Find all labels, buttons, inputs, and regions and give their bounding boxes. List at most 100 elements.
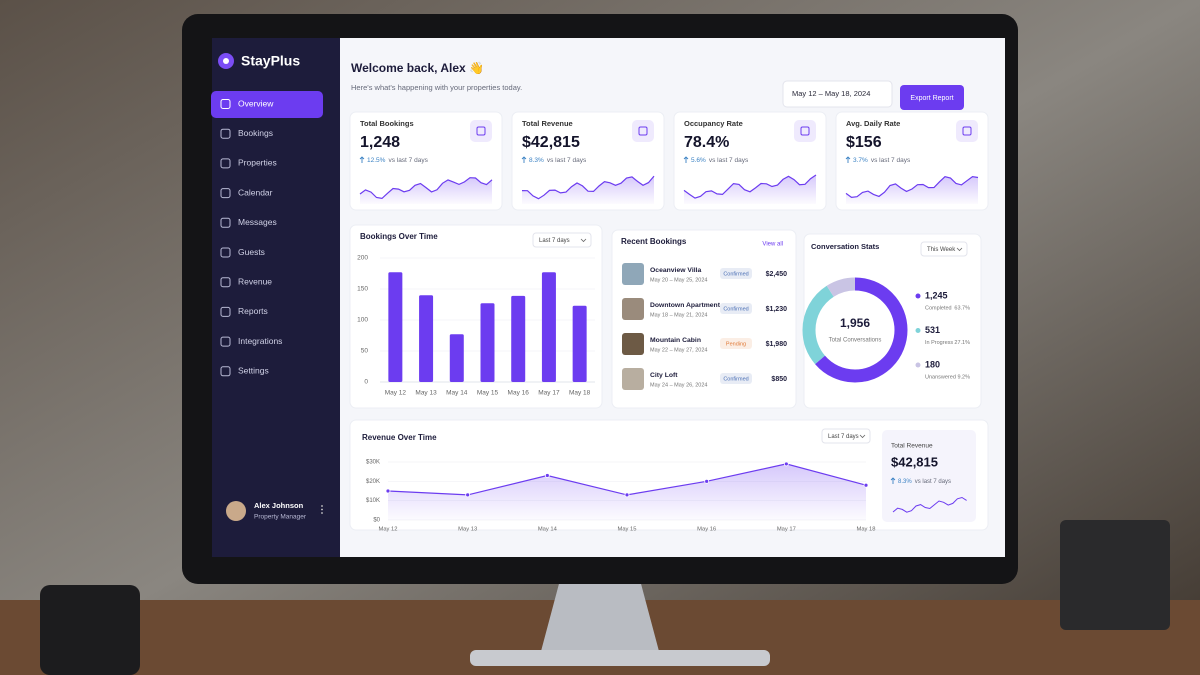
- revenue-area: [388, 463, 866, 520]
- property-name[interactable]: City Loft: [650, 372, 678, 379]
- nav-item[interactable]: Integrations: [238, 336, 282, 346]
- revenue-point: [783, 461, 789, 467]
- booking-dates: May 20 – May 25, 2024: [650, 277, 707, 283]
- kpi-label: Total Revenue: [522, 119, 573, 128]
- up-arrow: [359, 156, 365, 163]
- x-tick-label: May 13: [458, 527, 477, 533]
- filter-dropdown[interactable]: [920, 241, 968, 257]
- kpi-icon: [638, 126, 648, 136]
- sparkline: [845, 175, 979, 199]
- revenue-point: [704, 478, 710, 484]
- summary-value: $42,815: [891, 454, 938, 469]
- export-button[interactable]: [900, 85, 964, 110]
- property-name[interactable]: Downtown Apartment: [650, 302, 721, 309]
- x-tick-label: May 16: [508, 390, 530, 397]
- up-arrow: [845, 156, 851, 163]
- x-tick-label: May 15: [477, 390, 499, 397]
- revenue-point: [863, 482, 869, 488]
- summary-sparkline: [892, 496, 967, 513]
- export-label[interactable]: Export Report: [910, 95, 953, 102]
- kpi-change-line: 12.5% vs last 7 days: [367, 157, 429, 164]
- legend-share: 63.7%: [954, 305, 970, 311]
- kpi-label: Total Bookings: [360, 119, 414, 128]
- date-range-box[interactable]: [782, 80, 893, 108]
- monitor-stand: [540, 580, 660, 655]
- up-arrow: [683, 156, 689, 163]
- nav-active[interactable]: [211, 91, 323, 118]
- nav-icon: [220, 336, 231, 347]
- recent-bookings-card: [611, 229, 797, 409]
- nav-item[interactable]: Guests: [238, 247, 265, 257]
- revenue-point: [465, 492, 471, 498]
- logo-dot: [223, 58, 229, 64]
- bar: [511, 295, 526, 382]
- kpi-note: vs last 7 days: [388, 157, 428, 164]
- status-pill: [720, 338, 752, 349]
- nav-item[interactable]: Bookings: [238, 128, 273, 138]
- nav-item[interactable]: Properties: [238, 158, 277, 168]
- sparkline-area: [684, 175, 816, 204]
- donut-total: 1,956: [840, 316, 870, 330]
- property-name[interactable]: Mountain Cabin: [650, 337, 701, 344]
- booking-dates: May 22 – May 27, 2024: [650, 347, 707, 353]
- menu-dot[interactable]: [321, 512, 323, 514]
- legend-share: 9.2%: [957, 374, 970, 380]
- kpi-value: 78.4%: [684, 134, 729, 151]
- stand-base: [470, 650, 770, 666]
- y-tick-label: $10K: [366, 498, 380, 504]
- nav-item[interactable]: Revenue: [238, 276, 272, 286]
- kpi-value: 1,248: [360, 134, 400, 151]
- summary-change: 8.3%: [898, 479, 912, 485]
- nav-item[interactable]: Settings: [238, 366, 269, 376]
- property-thumb: [622, 333, 644, 355]
- y-tick-label: 200: [357, 255, 368, 262]
- page-subtitle: Here's what's happening with your proper…: [351, 83, 522, 92]
- x-tick-label: May 12: [378, 527, 397, 533]
- x-tick-label: May 18: [569, 390, 591, 397]
- nav-item[interactable]: Reports: [238, 306, 268, 316]
- booking-amount: $1,230: [766, 306, 788, 313]
- nav-icon: [220, 158, 231, 169]
- x-tick-label: May 17: [538, 390, 560, 397]
- nav-item[interactable]: Overview: [238, 98, 274, 108]
- menu-dot[interactable]: [321, 508, 323, 511]
- avatar: [226, 501, 246, 521]
- x-tick-label: May 16: [697, 527, 716, 533]
- nav-item[interactable]: Calendar: [238, 187, 273, 197]
- booking-amount: $2,450: [766, 271, 788, 278]
- legend-dot: [915, 328, 921, 333]
- nav-icon: [220, 247, 231, 258]
- conversation-card: [803, 233, 982, 409]
- view-all-link[interactable]: View all: [762, 242, 783, 248]
- up-arrow: [521, 156, 527, 163]
- user-role: Property Manager: [254, 514, 307, 521]
- filter-label[interactable]: Last 7 days: [539, 238, 570, 244]
- card-title: Revenue Over Time: [362, 433, 437, 442]
- kpi-icon: [800, 126, 810, 136]
- kpi-change: 5.6%: [691, 157, 706, 164]
- sparkline-area: [846, 176, 978, 204]
- nav-icon: [220, 188, 231, 199]
- status: Confirmed: [723, 376, 748, 382]
- nav-item[interactable]: Messages: [238, 217, 277, 227]
- kpi-change-line: 5.6% vs last 7 days: [691, 157, 749, 164]
- bar: [541, 272, 556, 382]
- filter-dropdown[interactable]: [532, 232, 592, 248]
- filter-label[interactable]: This Week: [927, 247, 956, 253]
- status-pill: [720, 303, 752, 314]
- brand: StayPlus: [241, 53, 300, 69]
- menu-dot[interactable]: [321, 505, 323, 507]
- y-tick-label: $0: [373, 518, 380, 524]
- nav-icon: [220, 366, 231, 377]
- status: Pending: [726, 341, 746, 347]
- filter-label[interactable]: Last 7 days: [828, 434, 859, 440]
- date-range[interactable]: May 12 – May 18, 2024: [792, 89, 870, 98]
- booking-dates: May 24 – May 26, 2024: [650, 382, 707, 388]
- kpi-change-line: 3.7% vs last 7 days: [853, 157, 911, 164]
- kpi-icon-box: [956, 120, 978, 142]
- donut-segment: [802, 277, 908, 383]
- filter-dropdown[interactable]: [821, 428, 871, 444]
- y-tick-label: $20K: [366, 479, 380, 485]
- property-name[interactable]: Oceanview Villa: [650, 267, 701, 274]
